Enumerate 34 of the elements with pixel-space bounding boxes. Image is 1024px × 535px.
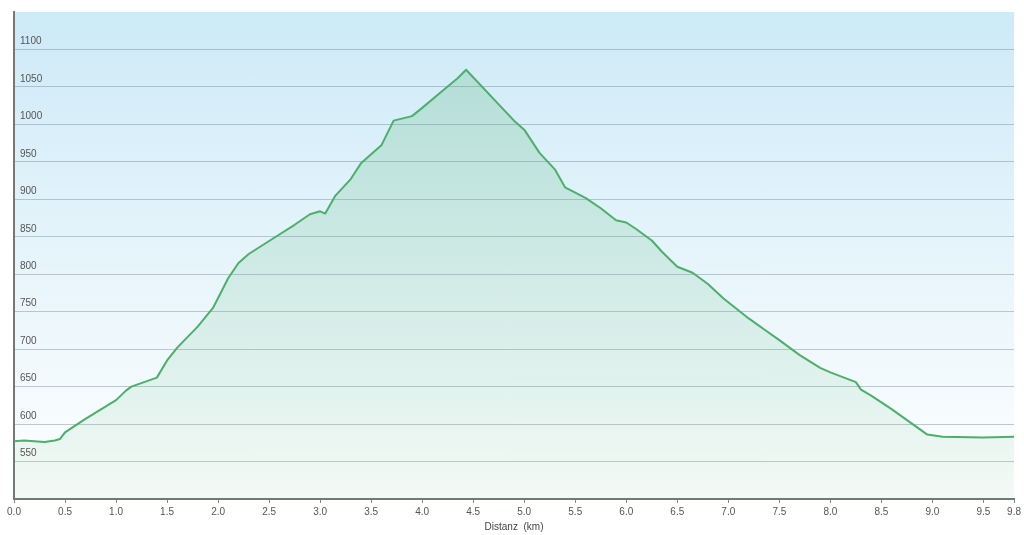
y-tick-label: 550	[20, 447, 38, 459]
y-tick-label: 800	[20, 259, 38, 271]
x-tick-label: 4.5	[466, 505, 481, 517]
x-tick-label: 9.5	[976, 505, 991, 517]
x-tick-label: 6.0	[619, 505, 634, 517]
y-tick-label: 700	[20, 334, 38, 346]
x-tick-label: 2.5	[262, 505, 277, 517]
y-tick-label: 1000	[20, 110, 43, 122]
x-tick-label: 7.0	[721, 505, 736, 517]
y-tick-label: 650	[20, 372, 38, 384]
x-tick-label: 4.0	[415, 505, 430, 517]
y-tick-label: 1050	[20, 72, 43, 84]
x-tick-label: 3.5	[364, 505, 379, 517]
x-axis-title: Distanz (km)	[484, 520, 544, 532]
x-tick-label: 1.5	[160, 505, 175, 517]
y-tick-label: 750	[20, 297, 38, 309]
x-tick-label: 3.0	[313, 505, 328, 517]
x-tick-label: 5.5	[568, 505, 583, 517]
y-tick-label: 950	[20, 147, 38, 159]
x-tick-label: 9.8	[1007, 505, 1022, 517]
x-tick-label: 0.0	[7, 505, 22, 517]
x-tick-label: 7.5	[772, 505, 787, 517]
y-tick-label: 1100	[20, 35, 42, 47]
y-tick-label: 850	[20, 222, 38, 234]
y-tick-label: 900	[20, 185, 38, 197]
x-tick-label: 5.0	[517, 505, 532, 517]
x-tick-label: 6.5	[670, 505, 685, 517]
x-tick-label: 1.0	[109, 505, 124, 517]
x-tick-label: 8.5	[874, 505, 889, 517]
x-tick-label: 2.0	[211, 505, 226, 517]
x-tick-label: 0.5	[58, 505, 73, 517]
y-tick-label: 600	[20, 409, 38, 421]
x-tick-label: 8.0	[823, 505, 838, 517]
x-tick-label: 9.0	[925, 505, 940, 517]
